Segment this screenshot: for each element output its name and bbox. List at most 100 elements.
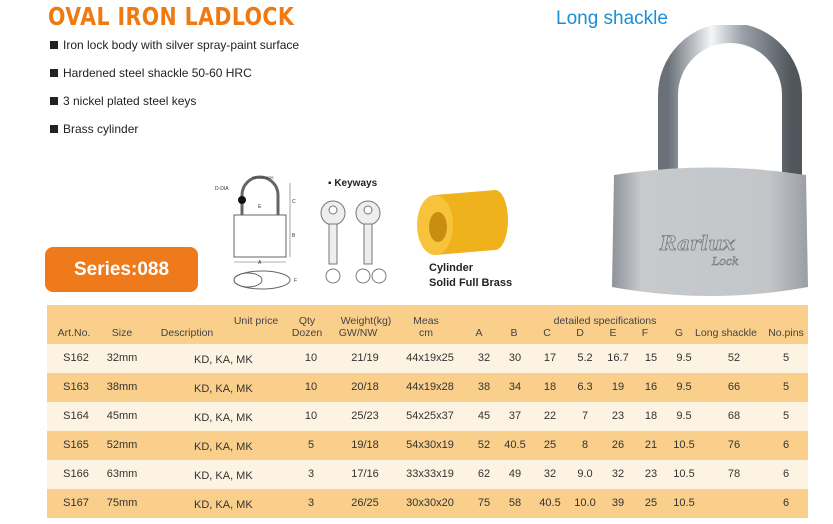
cell-g: 9.5	[676, 381, 692, 393]
cell-desc: KD, KA, MK	[194, 383, 253, 395]
cell-f: 16	[644, 381, 658, 393]
cell-size: 75mm	[106, 497, 138, 509]
header-c: C	[543, 327, 551, 339]
header-qty-unit: Dozen	[291, 327, 323, 339]
cell-e: 19	[611, 381, 625, 393]
cell-long: 68	[727, 410, 741, 422]
cell-a: 62	[477, 468, 491, 480]
cell-qty: 3	[307, 468, 315, 480]
header-a: A	[475, 327, 483, 339]
cell-b: 37	[508, 410, 522, 422]
cell-long: 78	[727, 468, 741, 480]
cell-b: 49	[508, 468, 522, 480]
cell-weight: 19/18	[351, 439, 379, 451]
cell-d: 10.0	[574, 497, 596, 509]
stainless-label: STAINLESS	[252, 175, 274, 180]
cell-qty: 10	[304, 381, 318, 393]
cell-d: 6.3	[577, 381, 593, 393]
cell-g: 9.5	[676, 410, 692, 422]
cell-pins: 6	[782, 468, 790, 480]
header-pins: No.pins	[768, 327, 804, 339]
cell-c: 22	[543, 410, 557, 422]
cell-d: 7	[581, 410, 589, 422]
cell-a: 32	[477, 352, 491, 364]
svg-text:Lock: Lock	[711, 255, 739, 268]
c-label: C	[292, 199, 296, 205]
table-header: Art.No. Size Description Unit price Qty …	[47, 305, 808, 344]
bullet-icon	[50, 41, 58, 49]
cell-d: 5.2	[577, 352, 593, 364]
cell-weight: 17/16	[351, 468, 379, 480]
cell-d: 8	[581, 439, 589, 451]
header-weight-unit: GW/NW	[338, 327, 378, 339]
header-detailed: detailed specifications	[553, 315, 657, 327]
cell-art: S164	[63, 410, 89, 422]
cell-desc: KD, KA, MK	[194, 470, 253, 482]
cell-c: 25	[543, 439, 557, 451]
cell-art: S163	[63, 381, 89, 393]
cell-meas: 54x30x19	[406, 439, 454, 451]
cell-long: 66	[727, 381, 741, 393]
padlock-image: Rarlux Lock	[612, 25, 808, 296]
cell-f: 18	[644, 410, 658, 422]
cell-pins: 5	[782, 381, 790, 393]
cell-size: 32mm	[106, 352, 138, 364]
cell-weight: 25/23	[351, 410, 379, 422]
bullet-icon	[50, 69, 58, 77]
feature-item: Hardened steel shackle 50-60 HRC	[50, 66, 252, 80]
header-art: Art.No.	[57, 327, 91, 339]
cylinder-title: Cylinder	[429, 262, 474, 274]
cell-b: 58	[508, 497, 522, 509]
header-e: E	[609, 327, 617, 339]
feature-text: 3 nickel plated steel keys	[63, 94, 197, 108]
f-label: F	[294, 278, 297, 284]
cell-b: 30	[508, 352, 522, 364]
cell-weight: 20/18	[351, 381, 379, 393]
header-size: Size	[111, 327, 133, 339]
table-row: S164 45mm KD, KA, MK 10 25/23 54x25x37 45 37 22 7…	[47, 402, 808, 431]
cell-size: 38mm	[106, 381, 138, 393]
cell-art: S167	[63, 497, 89, 509]
keyways-label: Keyways	[334, 178, 378, 189]
cell-g: 10.5	[673, 497, 695, 509]
cell-e: 26	[611, 439, 625, 451]
table-row: S166 63mm KD, KA, MK 3 17/16 33x33x19 62 49 32 9.…	[47, 460, 808, 489]
cell-a: 75	[477, 497, 491, 509]
cell-c: 40.5	[539, 497, 561, 509]
page-title: OVAL IRON LADLOCK	[48, 2, 295, 31]
cell-qty: 10	[304, 352, 318, 364]
table-row: S163 38mm KD, KA, MK 10 20/18 44x19x28 38 34 18 6…	[47, 373, 808, 402]
feature-text: Hardened steel shackle 50-60 HRC	[63, 66, 252, 80]
keyways-heading: ▪ Keyways	[328, 178, 378, 189]
feature-text: Brass cylinder	[63, 122, 139, 136]
cell-e: 39	[611, 497, 625, 509]
cell-long: 76	[727, 439, 741, 451]
d-dia-label: D-DIA	[215, 186, 229, 192]
cell-pins: 5	[782, 352, 790, 364]
e-label: E	[258, 204, 262, 210]
feature-item: Iron lock body with silver spray-paint s…	[50, 38, 299, 52]
cell-desc: KD, KA, MK	[194, 354, 253, 366]
cell-pins: 6	[782, 439, 790, 451]
cell-a: 45	[477, 410, 491, 422]
cell-desc: KD, KA, MK	[194, 441, 253, 453]
header-qty: Qty	[298, 315, 316, 327]
spec-table: Art.No. Size Description Unit price Qty …	[47, 305, 808, 518]
header-price: Unit price	[233, 315, 279, 327]
cell-c: 17	[543, 352, 557, 364]
header-meas: Meas	[413, 315, 439, 327]
cell-c: 18	[543, 381, 557, 393]
cell-g: 10.5	[673, 468, 695, 480]
cell-d: 9.0	[577, 468, 593, 480]
cell-art: S165	[63, 439, 89, 451]
header-f: F	[641, 327, 649, 339]
table-row: S162 32mm KD, KA, MK 10 21/19 44x19x25 32 30 17 5…	[47, 344, 808, 373]
series-badge: Series:088	[45, 247, 198, 292]
table-row: S165 52mm KD, KA, MK 5 19/18 54x30x19 52 40.5 25…	[47, 431, 808, 460]
header-meas-unit: cm	[419, 327, 433, 339]
cell-g: 10.5	[673, 439, 695, 451]
cell-long: 52	[727, 352, 741, 364]
cell-qty: 10	[304, 410, 318, 422]
cell-g: 9.5	[676, 352, 692, 364]
cell-art: S166	[63, 468, 89, 480]
